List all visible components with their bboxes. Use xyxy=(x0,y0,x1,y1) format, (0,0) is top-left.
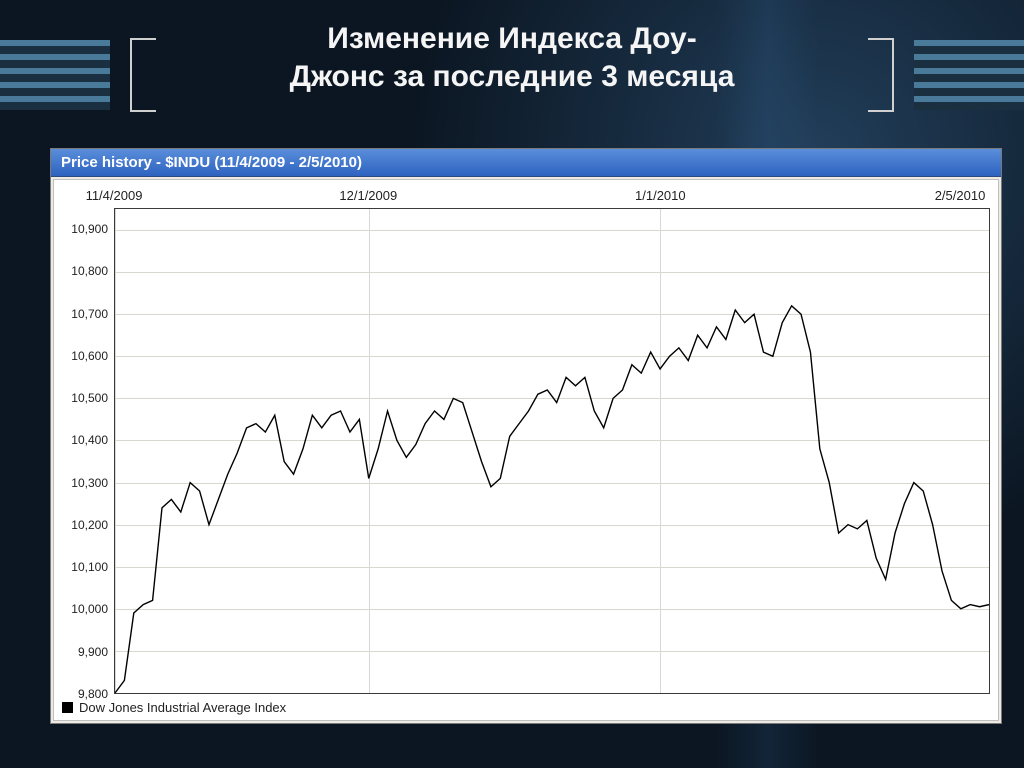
x-tick-label: 12/1/2009 xyxy=(339,188,397,203)
title-bracket-left xyxy=(130,38,156,112)
y-tick-label: 10,900 xyxy=(71,222,108,236)
y-tick-label: 10,500 xyxy=(71,391,108,405)
y-tick-label: 10,800 xyxy=(71,264,108,278)
x-tick-label: 1/1/2010 xyxy=(635,188,686,203)
y-tick-label: 10,100 xyxy=(71,560,108,574)
y-tick-label: 10,700 xyxy=(71,307,108,321)
gridline-h xyxy=(115,693,989,694)
decor-stripes-right xyxy=(914,40,1024,110)
title-bracket-right xyxy=(868,38,894,112)
y-tick-label: 9,800 xyxy=(78,687,108,701)
y-axis-labels: 9,8009,90010,00010,10010,20010,30010,400… xyxy=(62,208,114,694)
y-tick-label: 10,300 xyxy=(71,476,108,490)
chart-window: Price history - $INDU (11/4/2009 - 2/5/2… xyxy=(50,148,1002,724)
y-tick-label: 10,400 xyxy=(71,433,108,447)
slide-title: Изменение Индекса Доу-Джонс за последние… xyxy=(272,12,752,103)
y-tick-label: 9,900 xyxy=(78,645,108,659)
chart-body: 11/4/2009 12/1/2009 1/1/2010 2/5/2010 9,800… xyxy=(53,179,999,721)
line-series xyxy=(115,209,989,693)
x-tick-label: 2/5/2010 xyxy=(935,188,986,203)
legend: Dow Jones Industrial Average Index xyxy=(62,694,990,716)
y-tick-label: 10,000 xyxy=(71,602,108,616)
gridline-v xyxy=(989,209,990,693)
y-tick-label: 10,600 xyxy=(71,349,108,363)
x-axis-labels: 11/4/2009 12/1/2009 1/1/2010 2/5/2010 xyxy=(62,186,990,208)
legend-swatch xyxy=(62,702,73,713)
x-tick-label: 11/4/2009 xyxy=(86,188,143,203)
plot-area xyxy=(114,208,990,694)
series-line xyxy=(115,306,989,693)
decor-stripes-left xyxy=(0,40,110,110)
legend-label: Dow Jones Industrial Average Index xyxy=(79,700,286,715)
chart-header: Price history - $INDU (11/4/2009 - 2/5/2… xyxy=(51,149,1001,177)
y-tick-label: 10,200 xyxy=(71,518,108,532)
